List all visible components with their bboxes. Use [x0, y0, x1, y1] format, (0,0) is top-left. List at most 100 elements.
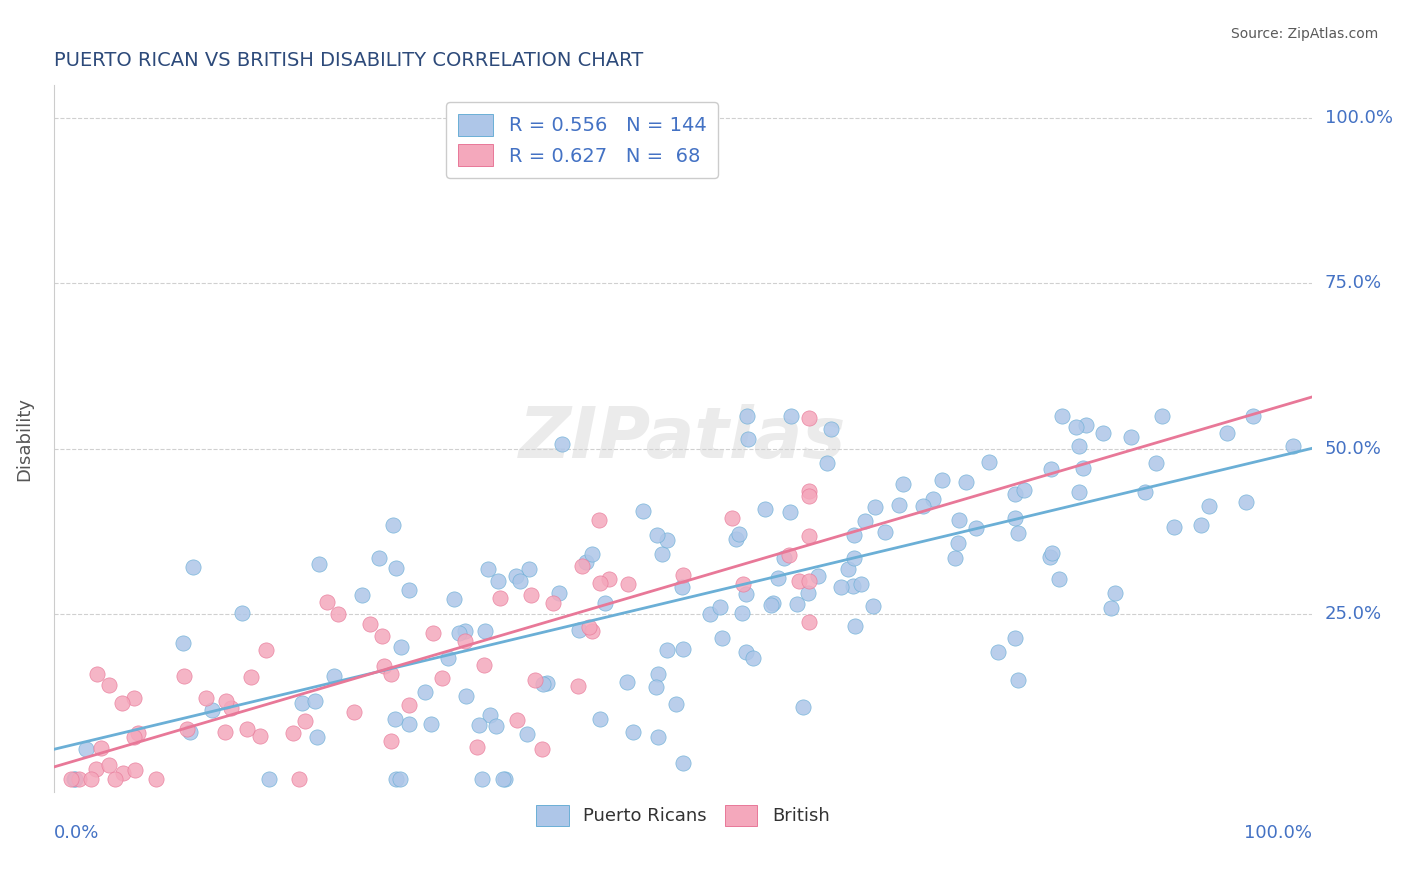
Point	[430, 671, 453, 685]
Point	[931, 473, 953, 487]
Point	[647, 666, 669, 681]
Point	[1099, 601, 1122, 615]
Point	[172, 635, 194, 649]
Point	[844, 619, 866, 633]
Point	[1216, 425, 1239, 440]
Point	[721, 511, 744, 525]
Point	[699, 607, 721, 622]
Point	[1004, 511, 1026, 525]
Point	[820, 422, 842, 436]
Point	[1007, 673, 1029, 687]
Text: 25.0%: 25.0%	[1324, 605, 1382, 623]
Point	[98, 678, 121, 692]
Point	[742, 651, 765, 665]
Point	[291, 696, 314, 710]
Point	[59, 772, 82, 787]
Point	[368, 551, 391, 566]
Point	[465, 739, 488, 754]
Point	[179, 725, 201, 739]
Point	[948, 512, 970, 526]
Point	[384, 772, 406, 787]
Point	[509, 574, 531, 588]
Point	[471, 772, 494, 787]
Point	[122, 730, 145, 744]
Point	[567, 679, 589, 693]
Point	[1007, 525, 1029, 540]
Point	[568, 623, 591, 637]
Point	[797, 490, 820, 504]
Point	[536, 675, 558, 690]
Point	[381, 518, 404, 533]
Point	[305, 730, 328, 744]
Point	[887, 499, 910, 513]
Point	[173, 669, 195, 683]
Point	[90, 741, 112, 756]
Point	[1282, 439, 1305, 453]
Point	[176, 723, 198, 737]
Point	[575, 555, 598, 569]
Point	[322, 669, 344, 683]
Point	[797, 483, 820, 498]
Point	[359, 617, 381, 632]
Point	[737, 432, 759, 446]
Point	[1040, 462, 1063, 476]
Point	[239, 669, 262, 683]
Point	[80, 772, 103, 787]
Point	[759, 599, 782, 613]
Point	[779, 505, 801, 519]
Point	[343, 705, 366, 719]
Point	[731, 606, 754, 620]
Point	[735, 644, 758, 658]
Point	[479, 707, 502, 722]
Point	[1104, 586, 1126, 600]
Point	[911, 499, 934, 513]
Point	[593, 596, 616, 610]
Point	[1189, 517, 1212, 532]
Point	[768, 571, 790, 585]
Point	[1064, 419, 1087, 434]
Point	[398, 717, 420, 731]
Point	[352, 588, 374, 602]
Point	[98, 758, 121, 772]
Point	[1050, 409, 1073, 423]
Point	[709, 600, 731, 615]
Point	[1004, 487, 1026, 501]
Point	[672, 642, 695, 657]
Point	[955, 475, 977, 489]
Point	[779, 549, 801, 563]
Point	[181, 560, 204, 574]
Point	[454, 624, 477, 639]
Point	[598, 573, 620, 587]
Point	[1004, 631, 1026, 645]
Legend: Puerto Ricans, British: Puerto Ricans, British	[529, 797, 837, 833]
Point	[578, 620, 600, 634]
Point	[672, 568, 695, 582]
Point	[122, 691, 145, 706]
Point	[589, 712, 612, 726]
Point	[1119, 430, 1142, 444]
Point	[437, 651, 460, 665]
Point	[588, 513, 610, 527]
Text: 0.0%: 0.0%	[53, 824, 100, 842]
Point	[581, 547, 603, 561]
Point	[443, 591, 465, 606]
Point	[849, 576, 872, 591]
Point	[112, 765, 135, 780]
Point	[505, 568, 527, 582]
Point	[398, 582, 420, 597]
Point	[413, 685, 436, 699]
Point	[1234, 495, 1257, 509]
Point	[837, 562, 859, 576]
Point	[294, 714, 316, 728]
Point	[1091, 426, 1114, 441]
Point	[735, 409, 758, 423]
Point	[380, 667, 402, 681]
Point	[249, 729, 271, 743]
Point	[644, 680, 666, 694]
Point	[494, 772, 516, 787]
Point	[380, 733, 402, 747]
Point	[547, 586, 569, 600]
Point	[315, 595, 337, 609]
Point	[797, 529, 820, 543]
Point	[515, 727, 537, 741]
